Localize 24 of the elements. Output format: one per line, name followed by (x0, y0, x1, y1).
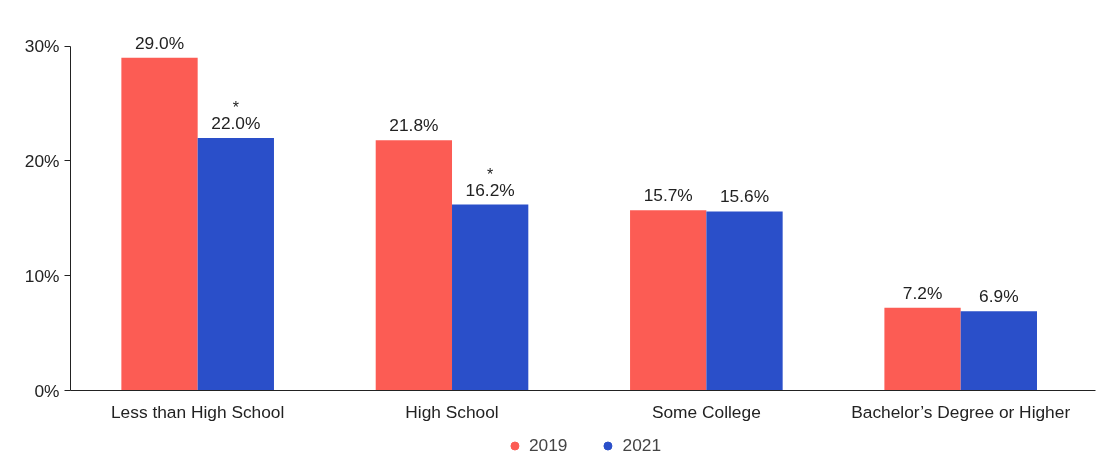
x-tick-label: Bachelor’s Degree or Higher (851, 401, 1071, 422)
x-tick-label: Some College (651, 401, 761, 422)
y-tick-label: 20% (24, 150, 60, 171)
data-label: 29.0% (134, 32, 185, 53)
legend-label: 2021 (622, 434, 662, 456)
bar (960, 311, 1037, 391)
bar (706, 211, 783, 391)
x-tick-label: High School (405, 401, 499, 422)
bar (452, 204, 529, 391)
y-tick-label: 30% (24, 36, 60, 57)
data-label: 6.9% (979, 286, 1019, 307)
bar (375, 140, 453, 391)
bar (121, 57, 198, 391)
y-tick-label: 0% (34, 380, 60, 401)
data-label: 15.7% (643, 185, 693, 206)
bar (630, 210, 707, 391)
y-tick-label: 10% (24, 265, 60, 286)
data-label: 7.2% (902, 282, 943, 303)
bar (197, 137, 274, 391)
bar (884, 307, 961, 391)
legend-label: 2019 (528, 434, 568, 456)
data-label: 15.6% (719, 186, 770, 207)
data-label: 21.8% (389, 115, 439, 136)
x-tick-label: Less than High School (110, 401, 285, 422)
